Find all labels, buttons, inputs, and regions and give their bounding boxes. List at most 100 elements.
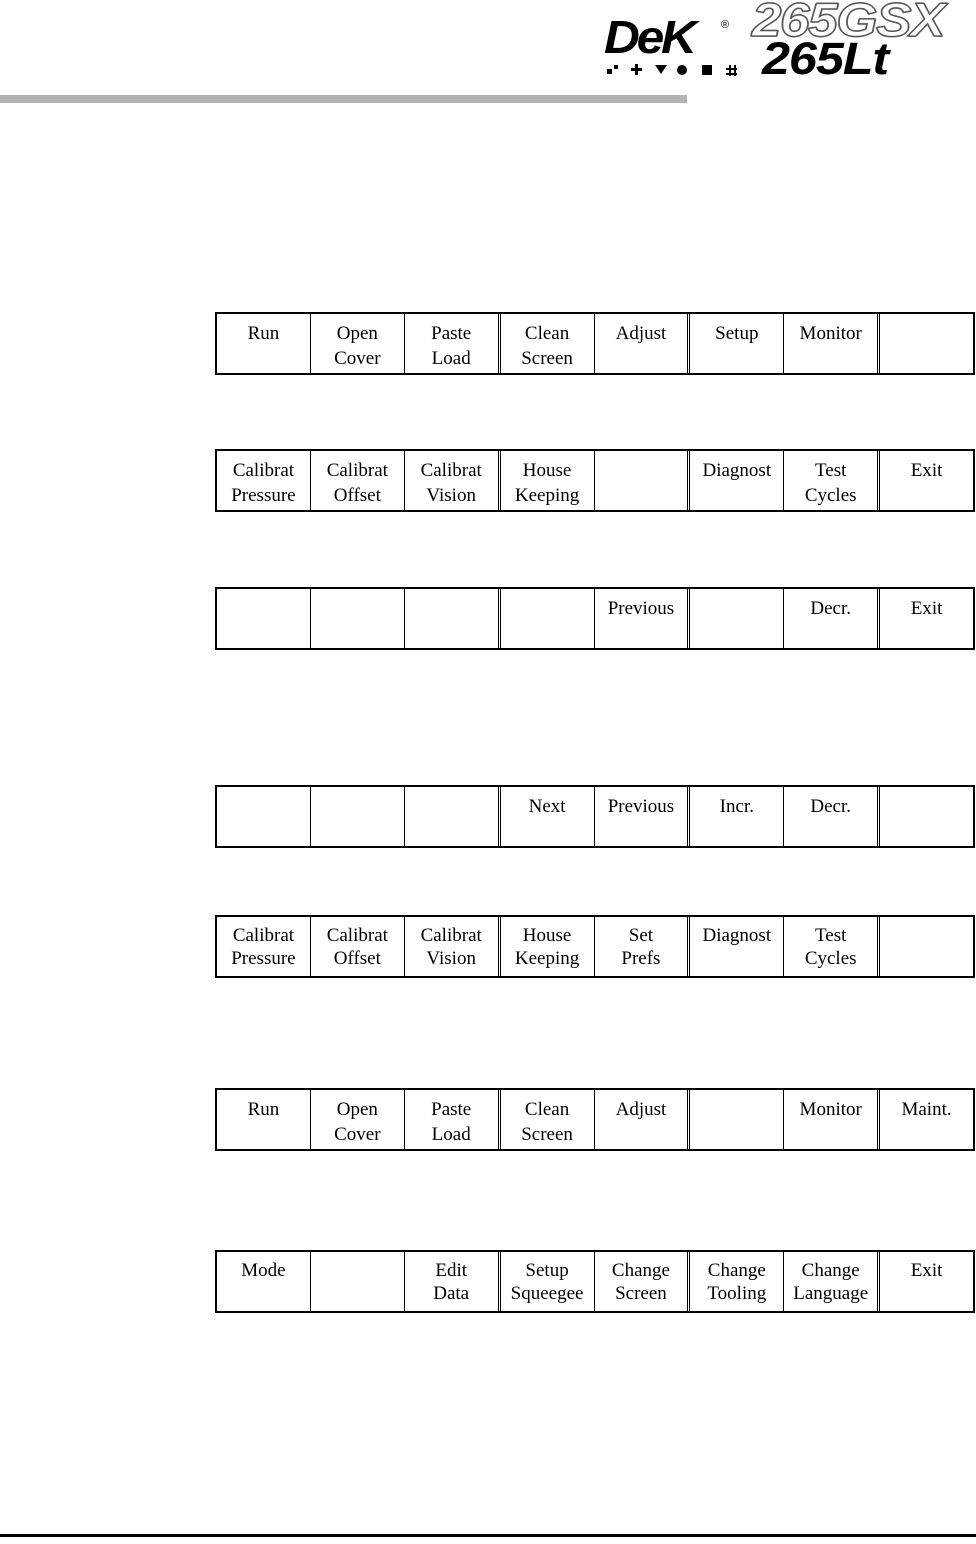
key-cell[interactable]: Run [217, 1090, 311, 1149]
key-label-line2: Cover [334, 348, 381, 369]
key-cell[interactable]: Exit [880, 451, 973, 510]
key-label-line2: Keeping [514, 485, 580, 506]
key-label-line1: Setup [715, 323, 759, 344]
key-label-line2: Offset [333, 948, 381, 969]
key-label-line1: Test [814, 460, 847, 481]
key-cell-blank [405, 589, 501, 648]
key-label-line2: Data [433, 1283, 470, 1304]
key-cell-blank [311, 589, 405, 648]
key-label-line1: Previous [607, 796, 675, 817]
key-cell[interactable]: Calibrat Pressure [217, 451, 311, 510]
key-cell[interactable]: Set Prefs [595, 917, 691, 976]
key-cell[interactable]: Change Screen [595, 1252, 691, 1311]
key-label-line1: House [522, 460, 572, 481]
key-cell[interactable]: Monitor [784, 1090, 881, 1149]
key-cell-blank [217, 589, 311, 648]
key-cell[interactable]: Previous [595, 589, 691, 648]
dek-wordmark: DeK [604, 11, 697, 63]
key-cell[interactable]: Setup [690, 314, 785, 373]
key-cell[interactable]: Decr. [784, 589, 881, 648]
key-cell[interactable]: House Keeping [501, 917, 595, 976]
key-label-line2: Screen [615, 1283, 667, 1304]
key-cell[interactable]: Calibrat Vision [405, 917, 501, 976]
model-265gsx: 265GSX [751, 0, 946, 46]
hash-icon-bar4 [734, 65, 736, 76]
triangle-icon [655, 65, 667, 74]
key-label-line1: Test [814, 925, 847, 946]
key-label-line1: Open [336, 323, 378, 344]
key-label-line1: Set [628, 925, 654, 946]
key-label-line1: Paste [431, 1099, 472, 1120]
key-label-line1: Calibrat [232, 925, 295, 946]
hash-icon [726, 68, 737, 70]
key-cell[interactable]: Exit [880, 1252, 973, 1311]
key-cell[interactable]: Next [501, 787, 595, 846]
key-cell[interactable]: Open Cover [311, 1090, 405, 1149]
key-cell[interactable]: Diagnost [690, 451, 785, 510]
key-cell[interactable]: Change Language [784, 1252, 881, 1311]
key-cell[interactable]: Setup Squeegee [501, 1252, 595, 1311]
key-cell-blank [311, 1252, 405, 1311]
key-cell-blank [217, 787, 311, 846]
key-label-line2: Tooling [707, 1283, 767, 1304]
key-cell[interactable]: Decr. [784, 787, 881, 846]
key-label-line1: Previous [607, 598, 675, 619]
key-cell[interactable]: Calibrat Offset [311, 451, 405, 510]
key-label-line1: Calibrat [326, 925, 388, 946]
key-cell[interactable]: House Keeping [501, 451, 595, 510]
key-cell[interactable]: Test Cycles [784, 917, 881, 976]
key-cell[interactable]: Calibrat Pressure [217, 917, 311, 976]
key-label-line1: Incr. [719, 796, 754, 817]
previous-decr-exit-row: Previous Decr. Exit [216, 588, 974, 649]
key-label-line1: Calibrat [326, 460, 388, 481]
key-label-line2: Screen [521, 348, 573, 369]
key-cell[interactable]: Run [217, 314, 311, 373]
registered-trademark-icon: ® [721, 19, 730, 31]
main-menu-row: Run Open Cover Paste Load Clean Screen Adjust Se… [216, 313, 974, 374]
key-cell[interactable]: Test Cycles [784, 451, 881, 510]
key-cell[interactable]: Clean Screen [501, 314, 595, 373]
key-cell[interactable]: Adjust [595, 314, 691, 373]
key-label-line1: Monitor [799, 1099, 862, 1120]
key-label-line2: Language [793, 1283, 869, 1304]
key-label-line1: Adjust [615, 323, 667, 344]
key-cell[interactable]: Paste Load [405, 1090, 501, 1149]
key-label-line2: Pressure [231, 485, 296, 506]
plus-icon-stem [635, 64, 638, 75]
key-label-line1: Decr. [810, 796, 851, 817]
key-cell[interactable]: Monitor [784, 314, 881, 373]
model-designation: 265GSX 265Lt [751, 0, 976, 82]
key-label-line1: Diagnost [702, 925, 772, 946]
key-cell[interactable]: Calibrat Offset [311, 917, 405, 976]
key-cell[interactable]: Edit Data [405, 1252, 501, 1311]
key-label-line1: House [522, 925, 572, 946]
key-label-line1: Next [528, 796, 566, 817]
key-label-line1: Diagnost [702, 460, 772, 481]
key-cell-blank [690, 589, 785, 648]
key-label-line1: Setup [525, 1260, 569, 1281]
key-label-line1: Exit [910, 1260, 943, 1281]
key-cell[interactable]: Change Tooling [690, 1252, 785, 1311]
key-cell[interactable]: Paste Load [405, 314, 501, 373]
key-label-line2: Offset [333, 485, 381, 506]
key-cell[interactable]: Incr. [690, 787, 785, 846]
key-label-line2: Keeping [514, 948, 580, 969]
key-cell[interactable]: Calibrat Vision [405, 451, 501, 510]
key-cell[interactable]: Mode [217, 1252, 311, 1311]
key-cell[interactable]: Adjust [595, 1090, 691, 1149]
key-label-line2: Screen [521, 1124, 573, 1145]
key-label-line1: Run [247, 323, 280, 344]
key-label-line1: Calibrat [420, 925, 482, 946]
key-cell-blank [405, 787, 501, 846]
key-label-line2: Vision [426, 485, 476, 506]
key-cell[interactable]: Maint. [880, 1090, 973, 1149]
key-cell[interactable]: Open Cover [311, 314, 405, 373]
key-cell[interactable]: Diagnost [690, 917, 785, 976]
key-label-line1: Open [336, 1099, 378, 1120]
key-cell-blank [880, 917, 973, 976]
key-cell[interactable]: Exit [880, 589, 973, 648]
key-cell[interactable]: Clean Screen [501, 1090, 595, 1149]
header-gray-rule [0, 95, 687, 103]
key-label-line2: Prefs [621, 948, 661, 969]
key-cell[interactable]: Previous [595, 787, 691, 846]
